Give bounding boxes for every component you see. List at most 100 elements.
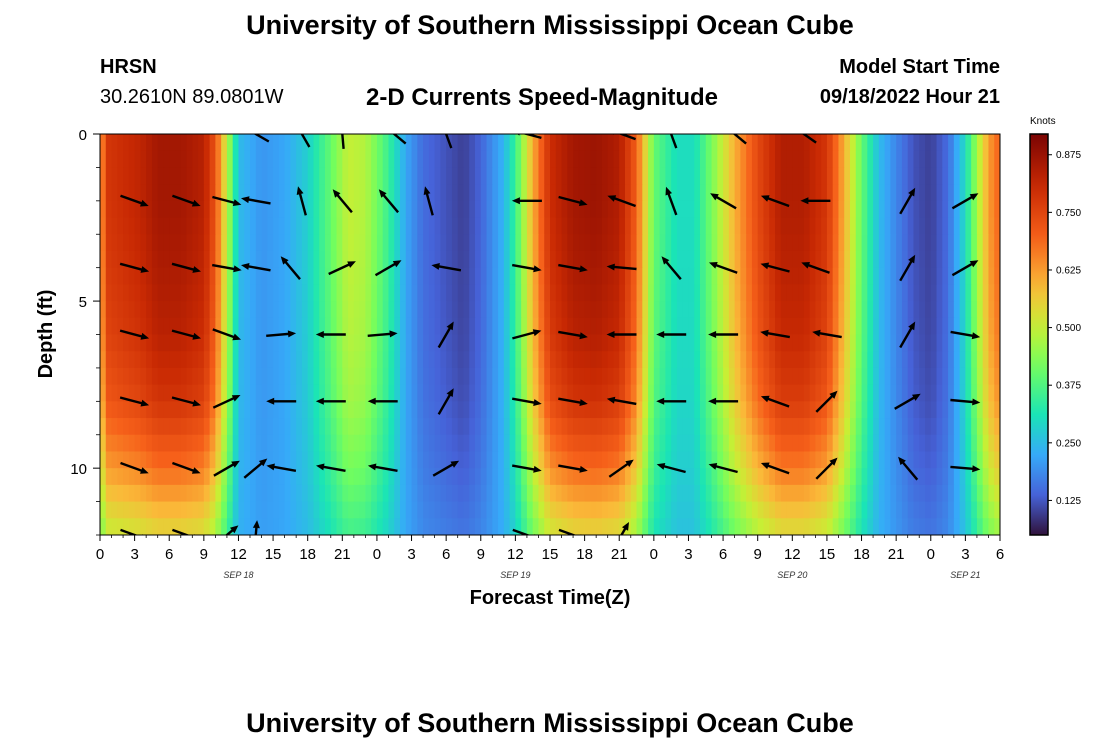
- heatmap-cell: [157, 351, 165, 369]
- heatmap-cell: [186, 250, 193, 269]
- heatmap-cell: [896, 468, 903, 486]
- heatmap-cell: [792, 367, 799, 386]
- heatmap-cell: [584, 468, 591, 486]
- heatmap-cell: [780, 184, 788, 202]
- heatmap-cell: [930, 317, 938, 336]
- heatmap-cell: [688, 418, 695, 436]
- heatmap-cell: [723, 317, 730, 336]
- current-vector: [815, 390, 838, 413]
- heatmap-cell: [890, 401, 897, 419]
- heatmap-cell: [215, 301, 222, 319]
- heatmap-cell: [203, 434, 211, 453]
- heatmap-cell: [244, 301, 251, 319]
- heatmap-cell: [365, 401, 372, 419]
- heatmap-cell: [590, 184, 597, 202]
- heatmap-cell: [711, 317, 718, 336]
- heatmap-cell: [642, 334, 649, 352]
- heatmap-cell: [532, 351, 540, 369]
- heatmap-cell: [180, 167, 188, 185]
- heatmap-cell: [123, 234, 130, 252]
- heatmap-cell: [388, 434, 395, 453]
- heatmap-cell: [798, 267, 805, 285]
- heatmap-cell: [446, 250, 453, 269]
- heatmap-cell: [982, 418, 990, 436]
- heatmap-cell: [971, 250, 978, 269]
- x-tick-label: 21: [611, 546, 628, 563]
- heatmap-cell: [376, 134, 384, 152]
- heatmap-cell: [815, 367, 822, 386]
- heatmap-cell: [469, 250, 476, 269]
- heatmap-cell: [919, 418, 926, 436]
- current-vector: [899, 187, 916, 215]
- heatmap-cell: [809, 317, 816, 336]
- heatmap-cell: [342, 418, 349, 436]
- heatmap-cell: [757, 518, 765, 535]
- heatmap-cell: [192, 518, 199, 535]
- heatmap-cell: [936, 401, 943, 419]
- heatmap-cell: [971, 401, 978, 419]
- heatmap-cell: [146, 200, 153, 219]
- heatmap-cell: [630, 418, 638, 436]
- heatmap-cell: [244, 434, 251, 453]
- heatmap-cell: [982, 234, 990, 252]
- heatmap-cell: [734, 351, 741, 369]
- heatmap-cell: [705, 518, 713, 535]
- heatmap-cell: [226, 384, 234, 402]
- heatmap-cell: [994, 284, 1000, 302]
- heatmap-cell: [486, 267, 493, 285]
- heatmap-cell: [417, 184, 424, 202]
- heatmap-cell: [798, 184, 805, 202]
- heatmap-cell: [728, 484, 736, 503]
- heatmap-cell: [619, 334, 626, 352]
- heatmap-cell: [809, 200, 816, 219]
- heatmap-cell: [682, 518, 690, 535]
- heatmap-cell: [250, 267, 257, 285]
- heatmap-cell: [428, 267, 436, 285]
- heatmap-cell: [844, 267, 851, 285]
- heatmap-cell: [411, 334, 418, 352]
- heatmap-cell: [734, 384, 741, 402]
- heatmap-cell: [348, 284, 355, 302]
- heatmap-cell: [901, 501, 909, 519]
- heatmap-cell: [105, 334, 113, 352]
- heatmap-cell: [757, 267, 765, 285]
- heatmap-cell: [278, 317, 286, 336]
- heatmap-cell: [682, 200, 690, 219]
- colorbar-scale: [1029, 133, 1049, 536]
- heatmap-cell: [388, 367, 395, 386]
- heatmap-cell: [307, 484, 315, 503]
- heatmap-cell: [451, 468, 459, 486]
- heatmap-cell: [521, 267, 528, 285]
- heatmap-cell: [405, 167, 413, 185]
- heatmap-cell: [688, 367, 695, 386]
- heatmap-cell: [607, 267, 615, 285]
- heatmap-cell: [769, 384, 776, 402]
- heatmap-cell: [428, 451, 436, 469]
- heatmap-cell: [186, 284, 193, 302]
- heatmap-cell: [128, 484, 136, 503]
- heatmap-cell: [769, 301, 776, 319]
- heatmap-cell: [198, 267, 205, 285]
- heatmap-cell: [769, 334, 776, 352]
- heatmap-cell: [798, 468, 805, 486]
- heatmap-cell: [798, 250, 805, 269]
- heatmap-cell: [273, 267, 280, 285]
- heatmap-cell: [417, 334, 424, 352]
- heatmap-cell: [117, 418, 124, 436]
- heatmap-cell: [221, 234, 228, 252]
- heatmap-cell: [290, 250, 297, 269]
- heatmap-cell: [838, 451, 845, 469]
- heatmap-cell: [480, 484, 488, 503]
- heatmap-cell: [267, 184, 274, 202]
- heatmap-cell: [446, 401, 453, 419]
- heatmap-cell: [769, 351, 776, 369]
- heatmap-cell: [659, 418, 666, 436]
- heatmap-cell: [901, 167, 909, 185]
- heatmap-cell: [763, 518, 770, 535]
- heatmap-cell: [775, 518, 782, 535]
- heatmap-cell: [936, 317, 943, 336]
- heatmap-cell: [613, 267, 620, 285]
- heatmap-cell: [169, 184, 176, 202]
- heatmap-cell: [948, 200, 955, 219]
- heatmap-cell: [930, 167, 938, 185]
